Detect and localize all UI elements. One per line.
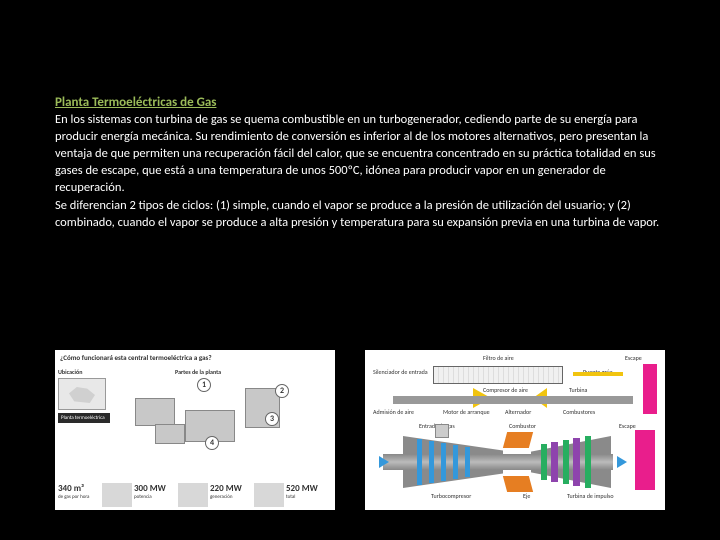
darkbox-label: Planta termoeléctrica (58, 413, 110, 423)
exhaust-arrow-out (617, 456, 627, 468)
stat-0-val: 340 m³ (58, 483, 100, 494)
mini-plant-0 (102, 483, 132, 507)
slide-title: Planta Termoeléctricas de Gas (55, 95, 665, 110)
mini-plant-1 (178, 483, 208, 507)
turb-green-2 (563, 440, 569, 484)
label-alternador: Alternador (505, 408, 531, 416)
location-map (58, 378, 106, 410)
label-combustor: Combustor (509, 422, 536, 430)
gas-inlet-box (435, 424, 449, 438)
turb-purple-1 (551, 442, 558, 482)
infographic-sidebar: Ubicación Planta termoeléctrica (58, 368, 110, 425)
label-escape: Escape (625, 354, 642, 362)
label-filtro: Filtro de aire (483, 354, 514, 362)
stat-1: 300 MW potencia (134, 483, 176, 507)
marker-1: 1 (197, 378, 211, 392)
comp-disc-5 (465, 447, 470, 477)
turb-green-1 (541, 444, 547, 480)
building-4 (155, 424, 185, 444)
stat-3-desc: total (286, 494, 295, 500)
mini-plant-2 (254, 483, 284, 507)
stat-1-desc: potencia (134, 494, 152, 500)
stat-2: 220 MW generación (210, 483, 252, 507)
stat-3: 520 MW total (286, 483, 328, 507)
stat-0: 340 m³ de gas por hora (58, 483, 100, 507)
exhaust-pink-top (643, 364, 657, 414)
turbine-diagram: Filtro de aire Silenciador de entrada Pu… (365, 350, 665, 510)
comp-disc-4 (453, 445, 458, 479)
stat-2-desc: generación (210, 494, 232, 500)
label-turbocompresor: Turbocompresor (431, 492, 471, 500)
figures-row: ¿Cómo funcionará esta central termoeléct… (55, 350, 665, 510)
comp-disc-2 (429, 441, 434, 483)
air-arrow-in (379, 456, 389, 468)
label-motor: Motor de arranque (443, 408, 490, 416)
label-escape2: Escape (619, 422, 636, 430)
marker-3: 3 (265, 412, 279, 426)
label-compresor: Compresor de aire (483, 386, 528, 394)
label-admision: Admisión de aire (373, 408, 414, 416)
intake-box (433, 366, 563, 384)
turb-green-3 (585, 436, 591, 488)
isometric-plant: 1 2 3 4 (115, 368, 325, 463)
infographic-header: ¿Cómo funcionará esta central termoeléct… (55, 350, 335, 365)
turb-purple-2 (573, 438, 580, 486)
building-1 (135, 398, 175, 426)
turbine-top-schematic: Filtro de aire Silenciador de entrada Pu… (373, 354, 657, 420)
plant-infographic: ¿Cómo funcionará esta central termoeléct… (55, 350, 335, 510)
marker-4: 4 (205, 436, 219, 450)
exhaust-pink-main (635, 430, 655, 490)
paragraph-1: En los sistemas con turbina de gas se qu… (55, 112, 665, 196)
text-content: Planta Termoeléctricas de Gas En los sis… (55, 95, 665, 234)
stats-row: 340 m³ de gas por hora 300 MW potencia 2… (58, 483, 328, 507)
stat-2-val: 220 MW (210, 483, 252, 494)
top-shaft (393, 396, 633, 404)
label-turbina: Turbina (569, 386, 587, 394)
comp-disc-1 (417, 439, 422, 485)
stat-1-val: 300 MW (134, 483, 176, 494)
marker-2: 2 (275, 384, 289, 398)
combustor-top (503, 432, 533, 448)
turbine-cutaway: Entrada de gas Combustor Escape (373, 424, 657, 502)
crane-beam (573, 372, 623, 376)
stat-0-desc: de gas por hora (58, 494, 89, 500)
label-silenciador: Silenciador de entrada (373, 368, 428, 376)
label-turbina-impulso: Turbina de impulso (567, 492, 614, 500)
ubicacion-label: Ubicación (58, 368, 110, 376)
paragraph-2: Se diferencian 2 tipos de ciclos: (1) si… (55, 198, 665, 232)
comp-disc-3 (441, 443, 446, 481)
label-eje: Eje (523, 492, 530, 500)
label-combustores: Combustores (563, 408, 595, 416)
combustor-bottom (503, 476, 533, 492)
stat-3-val: 520 MW (286, 483, 328, 494)
